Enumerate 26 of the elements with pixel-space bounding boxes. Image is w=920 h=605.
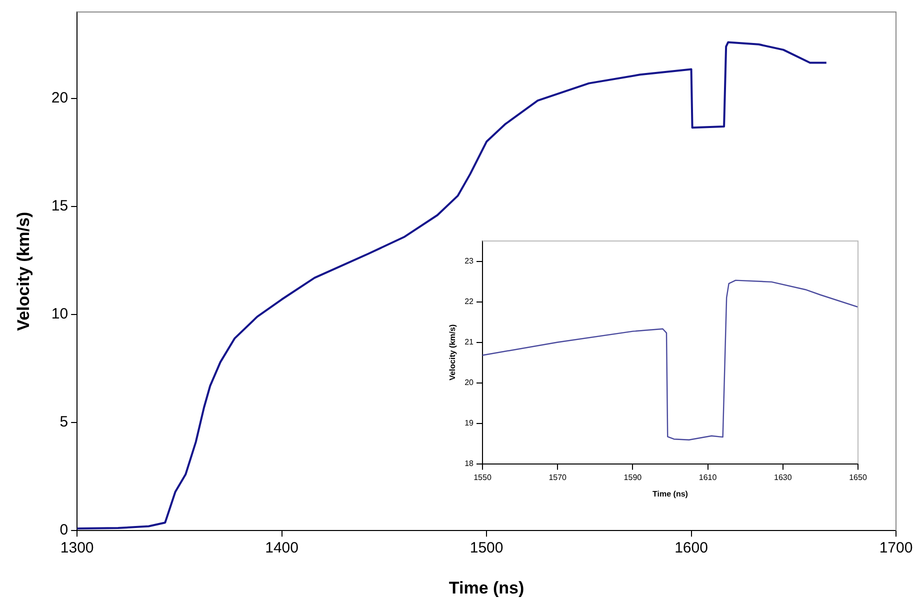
y-tick-label: 23 [464, 256, 474, 266]
y-axis-title: Velocity (km/s) [14, 212, 33, 331]
x-axis-title: Time (ns) [448, 578, 524, 598]
y-tick-label: 19 [464, 418, 474, 428]
x-tick-label: 1590 [624, 472, 642, 482]
y-tick-label: 10 [51, 306, 68, 323]
x-tick-label: 1700 [879, 540, 913, 557]
x-tick-label: 1650 [849, 472, 868, 482]
y-tick-label: 20 [51, 90, 68, 107]
x-tick-label: 1550 [474, 472, 492, 482]
x-tick-label: 1630 [774, 472, 792, 482]
y-tick-label: 5 [60, 414, 68, 431]
y-tick-label: 15 [51, 198, 68, 215]
y-tick-label: 20 [464, 378, 474, 387]
x-tick-label: 1570 [548, 472, 568, 482]
y-tick-label: 18 [464, 459, 474, 468]
y-axis-title: Velocity (km/s) [448, 324, 458, 380]
y-tick-label: 22 [464, 296, 474, 306]
x-tick-label: 1610 [698, 472, 718, 482]
x-tick-label: 1300 [60, 540, 94, 557]
x-tick-label: 1400 [265, 540, 298, 557]
y-tick-label: 0 [60, 522, 68, 539]
x-axis-title: Time (ns) [652, 489, 688, 498]
x-tick-label: 1600 [674, 540, 708, 557]
x-tick-label: 1500 [470, 540, 504, 557]
y-tick-label: 21 [464, 337, 474, 346]
